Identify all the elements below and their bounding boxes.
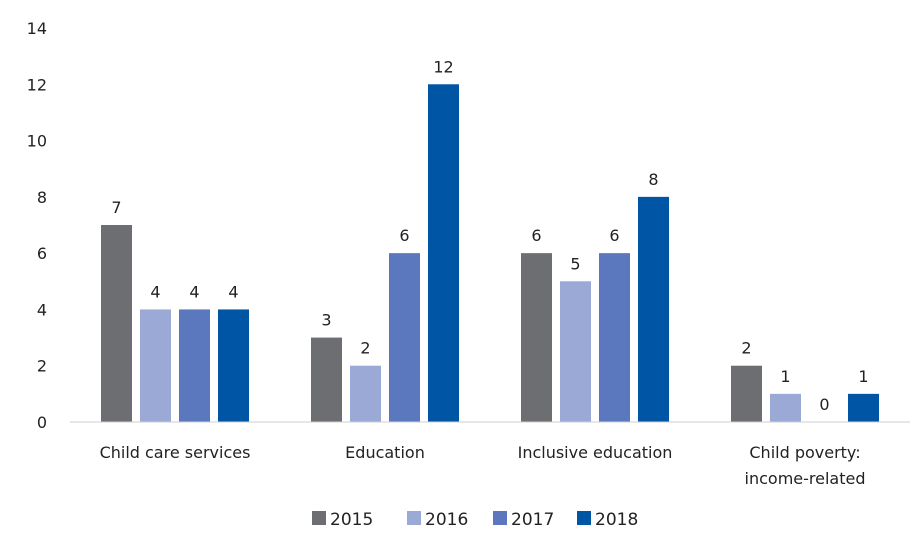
bar-2017 — [389, 253, 420, 422]
data-label: 1 — [858, 367, 868, 386]
y-tick-label: 2 — [37, 357, 47, 376]
data-label: 5 — [570, 254, 580, 273]
bar-2015 — [311, 337, 342, 422]
legend: 2015 2016 2017 2018 — [312, 510, 638, 530]
bar-2016 — [140, 309, 171, 422]
bars: 7 4 4 4 3 2 6 12 6 5 6 8 2 1 0 1 — [101, 57, 879, 423]
bar-2016 — [770, 393, 801, 422]
bar-2016 — [350, 365, 381, 422]
y-tick-label: 8 — [37, 188, 47, 207]
data-label: 0 — [819, 395, 829, 414]
x-axis: Child care services Education Inclusive ed… — [70, 421, 910, 488]
data-label: 6 — [531, 226, 541, 245]
data-label: 4 — [150, 282, 160, 301]
data-label: 12 — [433, 57, 453, 76]
category-label: Child poverty: — [749, 443, 860, 462]
bar-2015 — [731, 365, 762, 422]
y-tick-label: 4 — [37, 300, 47, 319]
legend-swatch — [407, 511, 421, 525]
data-label: 7 — [111, 198, 121, 217]
data-label: 6 — [399, 226, 409, 245]
legend-swatch — [493, 511, 507, 525]
legend-label: 2017 — [511, 510, 554, 530]
y-axis: 0 2 4 6 8 10 12 14 — [27, 19, 47, 432]
category-label: Education — [345, 443, 425, 462]
data-label: 3 — [321, 311, 331, 330]
bar-2015 — [101, 225, 132, 422]
category-label: Child care services — [100, 443, 251, 462]
data-label: 8 — [648, 170, 658, 189]
y-tick-label: 0 — [37, 413, 47, 432]
data-label: 4 — [189, 282, 199, 301]
data-label: 2 — [360, 339, 370, 358]
legend-swatch — [577, 511, 591, 525]
category-label: Inclusive education — [518, 443, 673, 462]
bar-2017 — [599, 253, 630, 422]
legend-swatch — [312, 511, 326, 525]
bar-2018 — [428, 84, 459, 423]
bar-2018 — [638, 196, 669, 422]
legend-label: 2015 — [330, 510, 373, 530]
bar-2018 — [218, 309, 249, 422]
bar-2018 — [848, 393, 879, 422]
data-label: 1 — [780, 367, 790, 386]
data-label: 6 — [609, 226, 619, 245]
legend-label: 2018 — [595, 510, 638, 530]
bar-2015 — [521, 253, 552, 422]
legend-label: 2016 — [425, 510, 468, 530]
y-tick-label: 6 — [37, 244, 47, 263]
y-tick-label: 12 — [27, 75, 47, 94]
bar-2016 — [560, 281, 591, 422]
y-tick-label: 10 — [27, 132, 47, 151]
data-label: 2 — [741, 339, 751, 358]
data-label: 4 — [228, 282, 238, 301]
y-tick-label: 14 — [27, 19, 47, 38]
bar-2017 — [179, 309, 210, 422]
category-label: income-related — [745, 469, 866, 488]
